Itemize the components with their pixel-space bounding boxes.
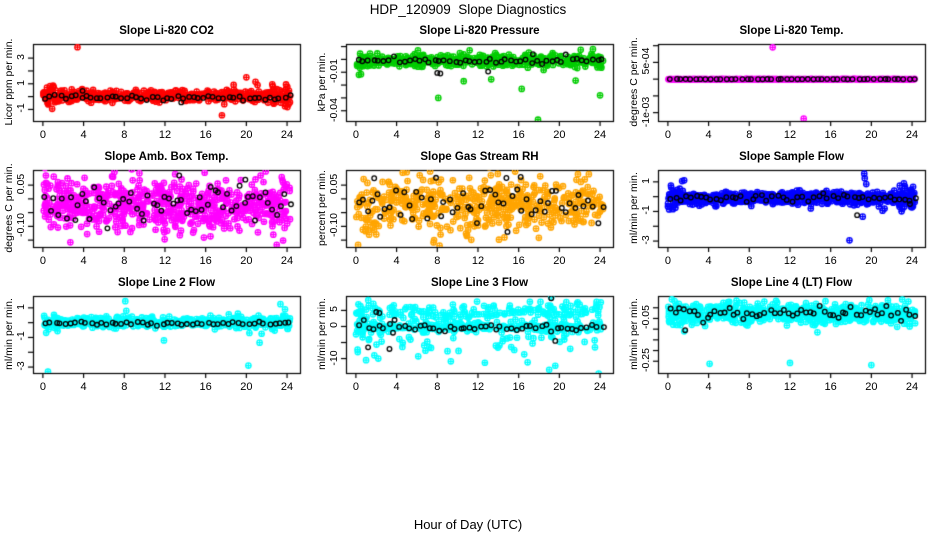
x-tick-label: 20 [240,255,253,267]
panel-title: Slope Line 3 Flow [430,277,529,289]
x-tick-label: 20 [865,381,878,393]
panel-title: Slope Line 4 (LT) Flow [730,277,853,289]
x-tick-label: 12 [158,255,172,267]
x-tick-label: 24 [280,255,294,267]
x-tick-label: 24 [593,129,607,141]
x-tick-label: 8 [121,381,128,393]
y-tick-label: -0.10 [328,213,340,238]
x-tick-label: 12 [783,129,797,141]
x-tick-label: 20 [553,129,566,141]
y-tick-label: -1e-03 [640,96,652,127]
y-axis-label: ml/min per min. [3,297,15,370]
x-tick-label: 4 [393,381,400,393]
x-tick-label: 12 [158,129,172,141]
y-axis-label: Licor ppm per min. [3,38,15,125]
x-tick-label: 20 [865,129,878,141]
x-tick-label: 12 [471,129,485,141]
x-tick-label: 8 [746,255,753,267]
x-tick-label: 12 [783,381,797,393]
x-tick-label: 16 [512,381,525,393]
x-tick-label: 20 [240,381,253,393]
x-tick-label: 20 [553,381,566,393]
panel-title: Slope Li-820 Temp. [739,25,844,37]
x-tick-label: 24 [280,381,294,393]
x-tick-label: 24 [593,381,607,393]
x-tick-label: 16 [199,381,212,393]
x-tick-label: 8 [434,129,441,141]
y-axis-label: ml/min per min. [316,297,328,370]
x-tick-label: 8 [121,129,128,141]
x-tick-label: 8 [746,381,753,393]
x-tick-label: 0 [39,255,46,267]
x-tick-label: 4 [393,255,400,267]
x-tick-label: 4 [705,255,712,267]
x-tick-label: 20 [553,255,566,267]
x-tick-label: 12 [783,255,797,267]
x-tick-label: 16 [512,255,525,267]
y-tick-label: -3 [640,235,652,245]
x-tick-label: 4 [393,129,400,141]
x-tick-label: 16 [824,129,837,141]
x-tick-label: 8 [434,381,441,393]
x-tick-label: 0 [664,381,671,393]
x-tick-label: 20 [240,129,253,141]
x-tick-label: 16 [824,255,837,267]
y-tick-label: -0.25 [640,348,652,373]
y-tick-label: -0.04 [328,97,340,122]
x-tick-label: 12 [471,381,485,393]
x-tick-label: 8 [746,129,753,141]
x-tick-label: 4 [705,381,712,393]
y-tick-label: -1 [15,103,27,114]
x-tick-label: 24 [905,381,919,393]
x-tick-label: 16 [824,381,837,393]
y-axis-label: ml/min per min. [628,297,640,370]
panel-title: Slope Li-820 CO2 [119,25,214,37]
y-axis-label: percent per min. [316,169,328,246]
x-tick-label: 0 [352,381,359,393]
x-tick-label: 4 [80,255,87,267]
y-axis-label: kPa per min. [316,52,328,111]
x-tick-label: 8 [434,255,441,267]
x-tick-label: 4 [80,129,87,141]
x-axis-label: Hour of Day (UTC) [413,517,523,532]
x-tick-label: 12 [158,381,172,393]
x-tick-label: 24 [905,129,919,141]
x-tick-label: 8 [121,255,128,267]
y-tick-label: -3 [15,361,27,371]
x-tick-label: 16 [199,255,212,267]
x-tick-label: 0 [664,129,671,141]
x-tick-label: 24 [280,129,294,141]
x-tick-label: 12 [471,255,485,267]
x-tick-label: 0 [39,381,46,393]
y-tick-label: -10 [328,349,340,366]
x-tick-label: 24 [905,255,919,267]
x-tick-label: 0 [352,255,359,267]
x-tick-label: 0 [352,129,359,141]
y-axis-label: degrees C per min. [628,36,640,127]
y-axis-label: ml/min per min. [628,171,640,244]
x-tick-label: 20 [865,255,878,267]
panel-title: Slope Gas Stream RH [420,151,539,163]
x-tick-label: 4 [705,129,712,141]
panel-title: Slope Li-820 Pressure [419,25,540,37]
panel-title: Slope Sample Flow [739,151,844,163]
x-tick-label: 16 [199,129,212,141]
x-tick-label: 0 [39,129,46,141]
x-tick-label: 16 [512,129,525,141]
y-axis-label: degrees C per min. [3,162,15,253]
x-tick-label: 0 [664,255,671,267]
x-tick-label: 4 [80,381,87,393]
panel-title: Slope Line 2 Flow [117,277,216,289]
x-tick-label: 24 [593,255,607,267]
y-tick-label: -0.10 [15,213,27,238]
panel-title: Slope Amb. Box Temp. [104,151,229,163]
